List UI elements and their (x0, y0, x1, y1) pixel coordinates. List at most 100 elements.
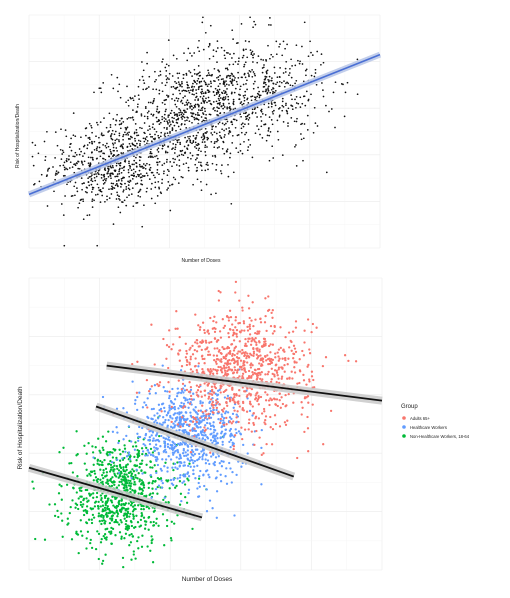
data-point (206, 138, 209, 141)
data-point (113, 483, 116, 486)
data-point (227, 52, 229, 54)
data-point (191, 89, 194, 92)
data-point (243, 63, 246, 66)
data-point (145, 463, 148, 466)
data-point (135, 156, 137, 159)
data-point (48, 503, 51, 506)
data-point (230, 481, 233, 484)
data-point (148, 125, 151, 128)
data-point (176, 100, 179, 102)
data-point (263, 410, 266, 413)
data-point (115, 486, 118, 489)
data-point (302, 354, 306, 357)
data-point (205, 413, 208, 416)
data-point (63, 161, 66, 164)
data-point (280, 366, 283, 369)
data-point (114, 497, 118, 500)
data-point (281, 402, 285, 406)
data-point (201, 21, 204, 24)
data-point (287, 107, 290, 110)
data-point (88, 472, 91, 476)
data-point (120, 178, 123, 180)
data-point (309, 40, 311, 43)
data-point (300, 401, 303, 404)
data-point (123, 517, 126, 520)
data-point (266, 354, 269, 357)
data-point (88, 136, 91, 139)
data-point (271, 103, 273, 105)
data-point (192, 450, 195, 454)
data-point (297, 102, 300, 105)
data-point (229, 467, 232, 470)
data-point (152, 156, 154, 159)
data-point (115, 407, 119, 410)
data-point (237, 402, 240, 405)
data-point (196, 389, 200, 392)
data-point (152, 524, 155, 527)
data-point (189, 102, 192, 105)
data-point (224, 475, 227, 478)
data-point (255, 429, 258, 433)
data-point (161, 182, 163, 184)
data-point (175, 105, 178, 108)
data-point (212, 354, 215, 357)
data-point (144, 523, 147, 526)
data-point (124, 527, 127, 531)
data-point (226, 359, 230, 362)
data-point (131, 97, 134, 99)
data-point (235, 80, 238, 83)
data-point (218, 146, 220, 148)
data-point (110, 137, 113, 140)
data-point (172, 447, 176, 450)
data-point (156, 157, 159, 160)
data-point (161, 82, 163, 84)
data-point (233, 409, 236, 412)
data-point (257, 332, 260, 335)
data-point (172, 343, 175, 346)
data-point (199, 400, 202, 403)
data-point (123, 484, 126, 487)
data-point (53, 514, 57, 518)
data-point (290, 58, 292, 61)
data-point (98, 449, 101, 452)
data-point (231, 434, 234, 437)
data-point (146, 397, 149, 400)
data-point (236, 410, 239, 413)
data-point (116, 431, 119, 434)
data-point (109, 148, 112, 151)
data-point (269, 343, 272, 346)
data-point (183, 384, 187, 387)
data-point (71, 499, 74, 502)
data-point (98, 463, 101, 466)
data-point (224, 432, 227, 435)
data-point (190, 89, 192, 92)
data-point (150, 417, 153, 420)
data-point (87, 181, 90, 183)
data-point (303, 430, 306, 434)
data-point (178, 108, 180, 110)
data-point (146, 162, 148, 165)
data-point (98, 189, 101, 192)
data-point (250, 340, 253, 343)
data-point (173, 161, 175, 164)
data-point (220, 425, 224, 428)
data-point (152, 174, 155, 177)
data-point (185, 72, 188, 75)
data-point (187, 464, 190, 468)
data-point (214, 140, 216, 143)
data-point (200, 450, 203, 453)
data-point (151, 136, 154, 138)
data-point (155, 116, 158, 119)
data-point (97, 512, 101, 515)
data-point (185, 162, 188, 165)
data-point (189, 358, 192, 361)
data-point (117, 179, 120, 182)
data-point (187, 135, 189, 138)
data-point (232, 63, 235, 66)
data-point (187, 479, 190, 482)
data-point (248, 400, 252, 403)
data-point (114, 123, 117, 126)
data-point (239, 366, 242, 369)
data-point (214, 109, 216, 112)
data-point (116, 173, 119, 175)
